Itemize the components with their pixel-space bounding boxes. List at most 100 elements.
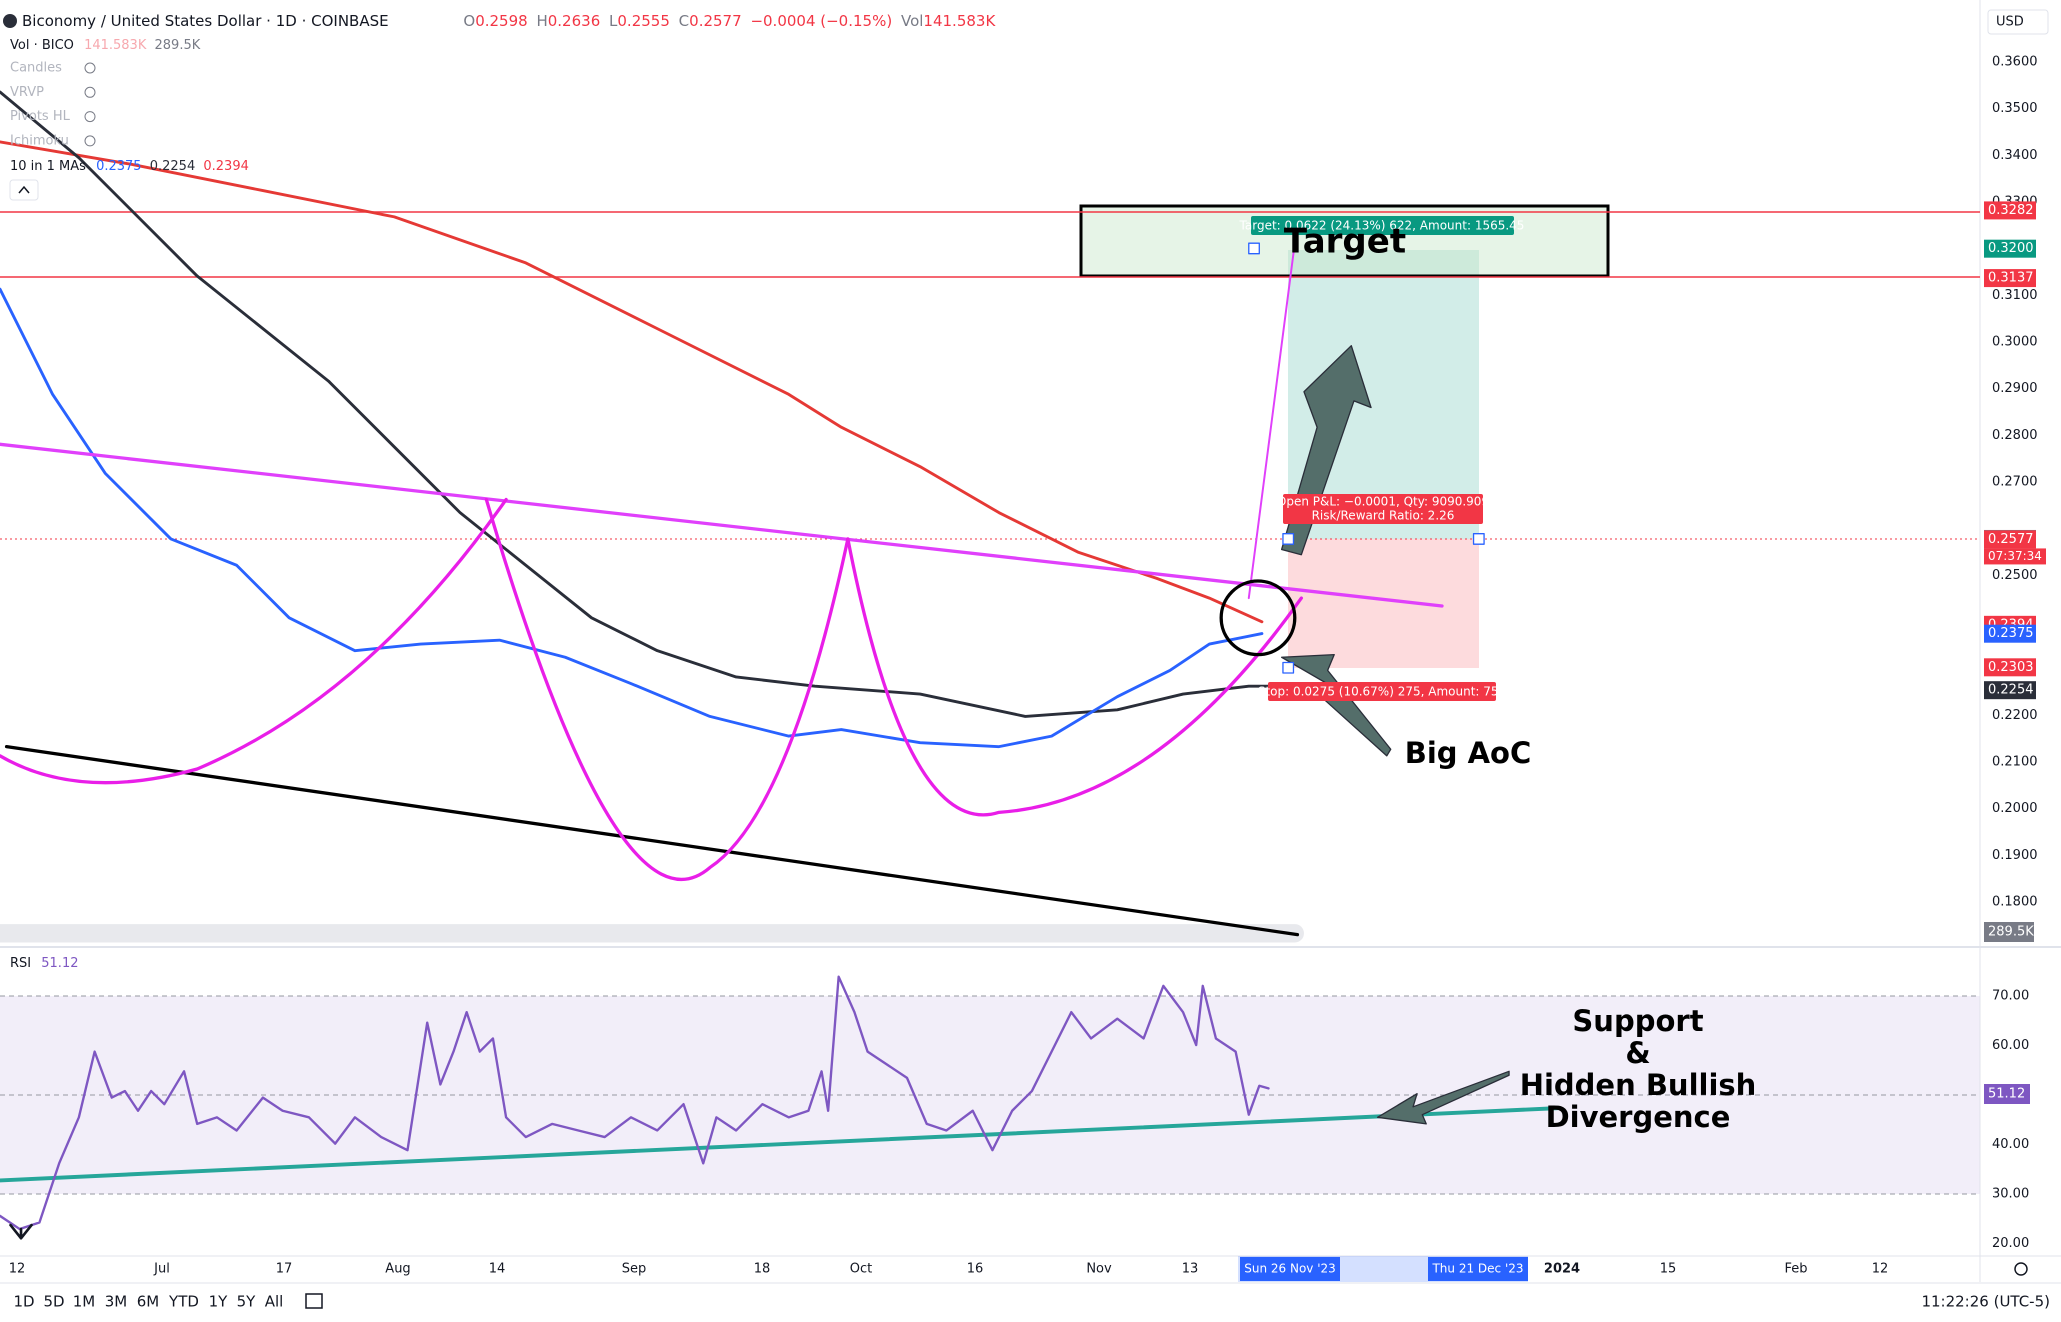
change: −0.0004 (−0.15%) bbox=[750, 12, 892, 30]
c-label: C bbox=[679, 12, 689, 30]
time-tick-label: Jul bbox=[153, 1262, 170, 1277]
l-label: L bbox=[609, 12, 618, 30]
price-tick-label: 0.2900 bbox=[1992, 381, 2038, 396]
tv-logo bbox=[9, 1223, 33, 1240]
price-label-box bbox=[1984, 201, 2036, 220]
handle[interactable] bbox=[1248, 242, 1260, 255]
time-tick-label: 12 bbox=[9, 1262, 26, 1277]
time-tick-label: Oct bbox=[850, 1262, 872, 1277]
time-highlight: Thu 21 Dec '23 bbox=[1431, 1262, 1523, 1276]
symbol-icon bbox=[3, 14, 17, 28]
support-annotation: Hidden Bullish bbox=[1520, 1068, 1757, 1102]
price-label: 0.3282 bbox=[1988, 203, 2034, 218]
eye-off-icon[interactable] bbox=[84, 111, 96, 123]
rsi-legend: RSI 51.12 bbox=[10, 956, 78, 971]
hidden-indicator: Ichimoku bbox=[10, 133, 69, 148]
price-tick-label: 0.1800 bbox=[1992, 895, 2038, 910]
collapse-button[interactable] bbox=[9, 179, 39, 201]
ma-value: 0.2394 bbox=[203, 159, 249, 174]
ma-blue bbox=[0, 287, 1264, 749]
ma-legend: 10 in 1 MAs 0.2375 0.2254 0.2394 bbox=[10, 159, 249, 174]
loss-zone bbox=[1288, 539, 1479, 668]
h-label: H bbox=[536, 12, 547, 30]
aoc-annotation: Big AoC bbox=[1405, 736, 1532, 770]
eye-off-icon[interactable] bbox=[84, 62, 96, 74]
rsi-tick-label: 70.00 bbox=[1992, 989, 2029, 1004]
price-tick-label: 0.3400 bbox=[1992, 148, 2038, 163]
clock: 11:22:26 (UTC-5) bbox=[1921, 1293, 2050, 1311]
pnl-label: Open P&L: −0.0001, Qty: 9090.909 bbox=[1277, 495, 1489, 509]
ma-black bbox=[0, 90, 1270, 718]
price-tick-label: 0.3000 bbox=[1992, 335, 2038, 350]
price-tick-label: 0.1900 bbox=[1992, 848, 2038, 863]
h-value: 0.2636 bbox=[548, 12, 601, 30]
header-line: Biconomy / United States Dollar · 1D · C… bbox=[22, 12, 996, 30]
range-button[interactable]: 3M bbox=[105, 1293, 128, 1311]
rsi-value-box bbox=[1984, 1084, 2030, 1104]
countdown: 07:37:34 bbox=[1988, 549, 2042, 563]
price-label-box bbox=[1984, 681, 2036, 700]
settings-icon[interactable] bbox=[2014, 1262, 2028, 1276]
time-tick-label: 16 bbox=[967, 1262, 984, 1277]
range-button[interactable]: YTD bbox=[168, 1293, 199, 1311]
support-annotation: & bbox=[1625, 1036, 1650, 1070]
o-label: O bbox=[463, 12, 475, 30]
support-annotation: Divergence bbox=[1546, 1100, 1731, 1134]
price-tick-label: 0.2700 bbox=[1992, 475, 2038, 490]
rsi-tick-label: 30.00 bbox=[1992, 1187, 2029, 1202]
volume-box bbox=[1984, 922, 2034, 942]
c-value: 0.2577 bbox=[689, 12, 742, 30]
eye-off-icon[interactable] bbox=[84, 135, 96, 147]
target-label-box bbox=[1251, 216, 1514, 235]
price-label-box bbox=[1984, 530, 2036, 549]
handle[interactable] bbox=[1282, 533, 1295, 545]
symbol: Biconomy / United States Dollar · 1D · C… bbox=[22, 12, 389, 30]
time-tick-label: Aug bbox=[385, 1262, 410, 1277]
rsi-trendline bbox=[0, 1106, 1560, 1183]
price-label-box bbox=[1984, 658, 2036, 677]
price-tick-label: 0.2100 bbox=[1992, 755, 2038, 770]
trendline-resistance bbox=[0, 442, 1444, 608]
currency-button[interactable] bbox=[1987, 9, 2049, 35]
cup-curve bbox=[846, 537, 1303, 817]
vol-value: 141.583K bbox=[923, 12, 996, 30]
price-label-box bbox=[1984, 269, 2036, 288]
price-tick-label: 0.2000 bbox=[1992, 801, 2038, 816]
ma-value: 0.2375 bbox=[96, 159, 142, 174]
price-label: 0.2375 bbox=[1988, 626, 2034, 641]
currency[interactable]: USD bbox=[1996, 15, 2024, 30]
range-button[interactable]: 1M bbox=[73, 1293, 96, 1311]
time-tick-label: 17 bbox=[276, 1262, 293, 1277]
range-button[interactable]: 5Y bbox=[237, 1293, 257, 1311]
range-button[interactable]: 1Y bbox=[209, 1293, 229, 1311]
aoc-circle bbox=[1219, 579, 1297, 657]
range-button[interactable]: 1D bbox=[13, 1293, 34, 1311]
handle[interactable] bbox=[1282, 661, 1295, 674]
time-tick-label: Sep bbox=[622, 1262, 647, 1277]
range-button[interactable]: 5D bbox=[43, 1293, 64, 1311]
volume-label: 289.5K bbox=[1988, 925, 2034, 940]
rsi-line bbox=[0, 975, 1270, 1231]
price-label: 0.2254 bbox=[1988, 683, 2034, 698]
cup-curve bbox=[484, 497, 850, 881]
price-label: 0.2303 bbox=[1988, 660, 2034, 675]
rsi-tick-label: 60.00 bbox=[1992, 1038, 2029, 1053]
range-button[interactable]: All bbox=[265, 1293, 284, 1311]
price-tick-label: 0.3100 bbox=[1992, 288, 2038, 303]
price-tick-label: 0.2800 bbox=[1992, 428, 2038, 443]
hidden-indicator: VRVP bbox=[10, 85, 44, 100]
projection-line bbox=[1247, 242, 1296, 600]
rsi-value-label: 51.12 bbox=[1988, 1087, 2025, 1102]
price-label-box bbox=[1984, 624, 2036, 643]
rsi-value: 51.12 bbox=[41, 956, 78, 971]
rr-label: Risk/Reward Ratio: 2.26 bbox=[1312, 509, 1455, 523]
handle[interactable] bbox=[1472, 533, 1485, 545]
eye-off-icon[interactable] bbox=[84, 86, 96, 98]
time-tick-label: Nov bbox=[1086, 1262, 1112, 1277]
range-button[interactable]: 6M bbox=[137, 1293, 160, 1311]
date-range-icon[interactable] bbox=[305, 1293, 323, 1309]
price-tick-label: 0.2200 bbox=[1992, 708, 2038, 723]
l-value: 0.2555 bbox=[617, 12, 670, 30]
trendline-support bbox=[4, 744, 1300, 937]
time-tick-label: 15 bbox=[1660, 1262, 1677, 1277]
